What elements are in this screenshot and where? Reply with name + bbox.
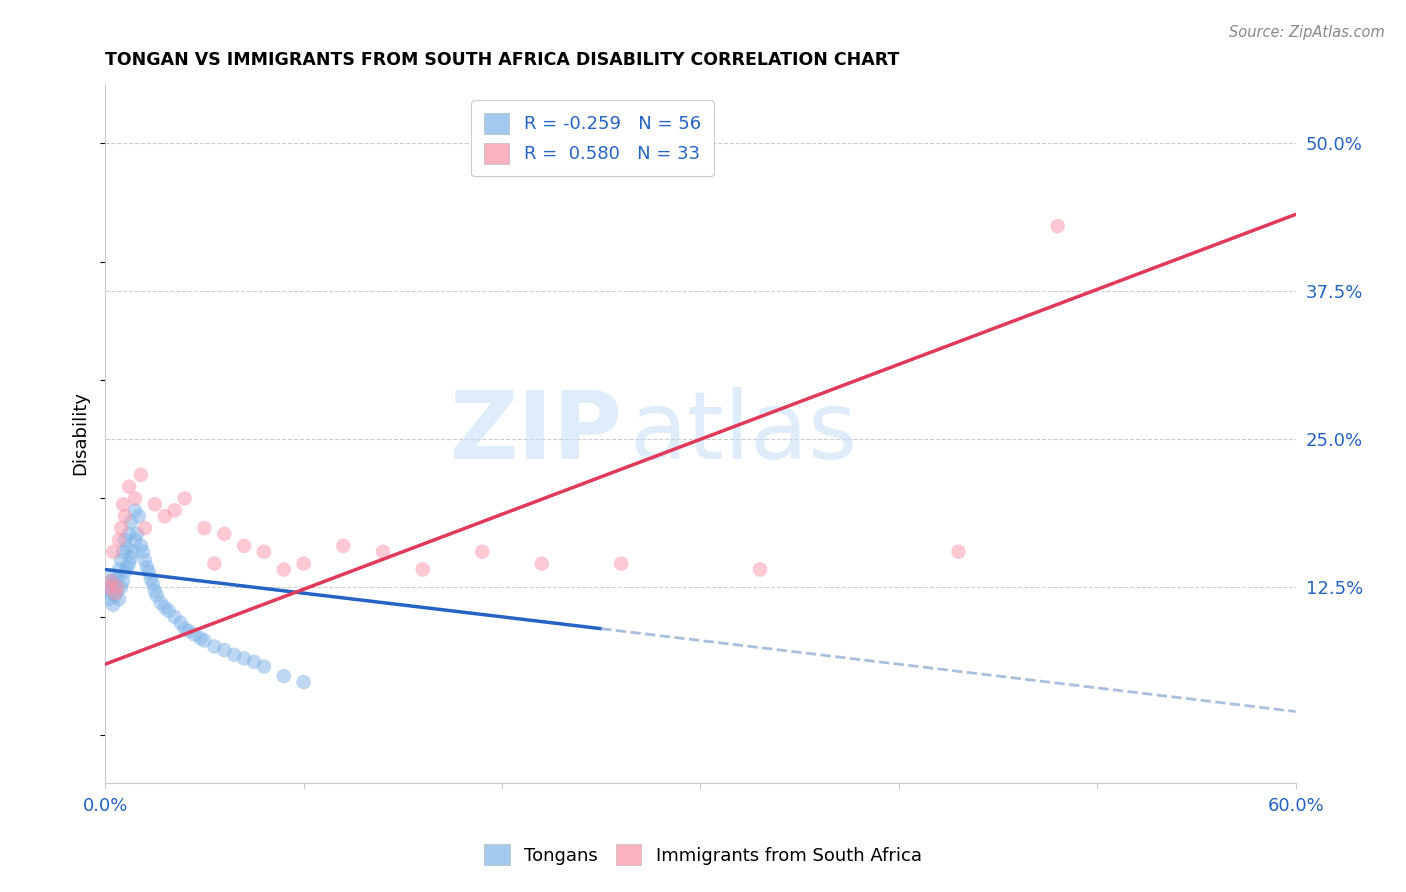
- Point: [114, 509, 136, 524]
- Point: [98, 592, 121, 607]
- Point: [118, 480, 141, 494]
- Point: [190, 631, 212, 645]
- Point: [173, 491, 195, 506]
- Point: [157, 604, 180, 618]
- Text: Source: ZipAtlas.com: Source: ZipAtlas.com: [1229, 25, 1385, 40]
- Point: [112, 574, 135, 589]
- Point: [101, 598, 124, 612]
- Text: TONGAN VS IMMIGRANTS FROM SOUTH AFRICA DISABILITY CORRELATION CHART: TONGAN VS IMMIGRANTS FROM SOUTH AFRICA D…: [105, 51, 900, 69]
- Point: [292, 557, 315, 571]
- Point: [98, 580, 121, 594]
- Point: [139, 572, 162, 586]
- Point: [149, 596, 172, 610]
- Point: [101, 568, 124, 582]
- Text: 60.0%: 60.0%: [1267, 797, 1324, 814]
- Y-axis label: Disability: Disability: [72, 392, 89, 475]
- Point: [163, 610, 186, 624]
- Point: [530, 557, 553, 571]
- Point: [110, 553, 132, 567]
- Point: [243, 655, 266, 669]
- Point: [125, 527, 148, 541]
- Point: [163, 503, 186, 517]
- Point: [134, 553, 156, 567]
- Point: [114, 565, 136, 579]
- Point: [202, 640, 225, 654]
- Point: [224, 648, 246, 662]
- Point: [412, 562, 434, 576]
- Point: [124, 491, 146, 506]
- Point: [749, 562, 772, 576]
- Point: [115, 560, 138, 574]
- Point: [104, 576, 127, 591]
- Point: [129, 539, 152, 553]
- Point: [253, 659, 276, 673]
- Point: [132, 545, 155, 559]
- Point: [292, 675, 315, 690]
- Point: [105, 583, 128, 598]
- Point: [371, 545, 394, 559]
- Point: [114, 533, 136, 547]
- Point: [100, 574, 122, 589]
- Point: [273, 562, 295, 576]
- Point: [108, 592, 131, 607]
- Point: [193, 521, 215, 535]
- Point: [110, 521, 132, 535]
- Point: [233, 539, 256, 553]
- Point: [104, 586, 127, 600]
- Point: [183, 627, 205, 641]
- Point: [193, 633, 215, 648]
- Text: atlas: atlas: [628, 387, 858, 479]
- Point: [112, 497, 135, 511]
- Point: [948, 545, 970, 559]
- Point: [105, 572, 128, 586]
- Point: [105, 580, 128, 594]
- Text: ZIP: ZIP: [450, 387, 623, 479]
- Point: [169, 615, 191, 630]
- Point: [96, 580, 118, 594]
- Point: [273, 669, 295, 683]
- Point: [129, 467, 152, 482]
- Point: [153, 600, 176, 615]
- Point: [1046, 219, 1069, 234]
- Point: [253, 545, 276, 559]
- Point: [100, 574, 122, 589]
- Point: [143, 583, 166, 598]
- Point: [142, 576, 165, 591]
- Point: [118, 527, 141, 541]
- Point: [471, 545, 494, 559]
- Point: [146, 589, 169, 603]
- Point: [153, 509, 176, 524]
- Point: [115, 541, 138, 556]
- Legend: R = -0.259   N = 56, R =  0.580   N = 33: R = -0.259 N = 56, R = 0.580 N = 33: [471, 100, 713, 176]
- Point: [173, 622, 195, 636]
- Point: [100, 586, 122, 600]
- Point: [128, 509, 150, 524]
- Point: [135, 560, 157, 574]
- Legend: Tongans, Immigrants from South Africa: Tongans, Immigrants from South Africa: [477, 837, 929, 872]
- Point: [124, 503, 146, 517]
- Point: [118, 557, 141, 571]
- Point: [138, 565, 160, 579]
- Point: [124, 533, 146, 547]
- Point: [610, 557, 633, 571]
- Point: [214, 527, 236, 541]
- Point: [214, 643, 236, 657]
- Point: [108, 562, 131, 576]
- Point: [120, 515, 142, 529]
- Point: [134, 521, 156, 535]
- Point: [332, 539, 354, 553]
- Text: 0.0%: 0.0%: [83, 797, 128, 814]
- Point: [122, 545, 145, 559]
- Point: [101, 545, 124, 559]
- Point: [108, 533, 131, 547]
- Point: [143, 497, 166, 511]
- Point: [104, 589, 127, 603]
- Point: [202, 557, 225, 571]
- Point: [120, 550, 142, 565]
- Point: [177, 624, 200, 638]
- Point: [112, 545, 135, 559]
- Point: [110, 580, 132, 594]
- Point: [233, 651, 256, 665]
